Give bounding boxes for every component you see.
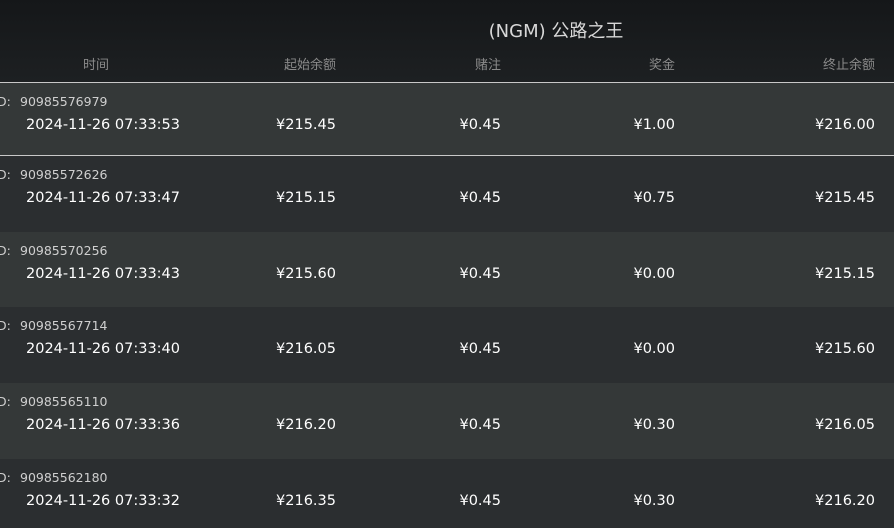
cell: ¥0.75 bbox=[633, 190, 675, 206]
cell: ¥215.15 bbox=[276, 190, 336, 206]
round-id: 90985562180 bbox=[20, 470, 108, 485]
table-row[interactable]: D: 90985576979 2024-11-26 07:33:53 ¥215.45 ¥… bbox=[0, 83, 894, 156]
round-id: 90985567714 bbox=[20, 318, 108, 333]
cell: ¥0.30 bbox=[633, 493, 675, 509]
id-label: D: bbox=[0, 470, 11, 485]
cell: ¥0.45 bbox=[459, 266, 501, 282]
cell: 2024-11-26 07:33:47 bbox=[26, 190, 180, 206]
column-header: 起始余额 bbox=[283, 58, 336, 73]
cell: 2024-11-26 07:33:43 bbox=[26, 266, 180, 282]
cell: ¥215.60 bbox=[276, 266, 336, 282]
cell: ¥215.60 bbox=[815, 341, 875, 357]
id-label: D: bbox=[0, 94, 11, 109]
cell: ¥215.45 bbox=[276, 117, 336, 133]
table-row[interactable]: D: 90985567714 2024-11-26 07:33:40 ¥216.05 ¥… bbox=[0, 307, 894, 383]
cell: ¥0.45 bbox=[459, 493, 501, 509]
cell: ¥215.15 bbox=[815, 266, 875, 282]
cell: ¥0.30 bbox=[633, 417, 675, 433]
cell: ¥216.05 bbox=[276, 341, 336, 357]
cell: ¥1.00 bbox=[633, 117, 675, 133]
cell: ¥0.45 bbox=[459, 117, 501, 133]
id-label: D: bbox=[0, 318, 11, 333]
round-id: 90985565110 bbox=[20, 394, 108, 409]
cell: ¥0.45 bbox=[459, 190, 501, 206]
table-row[interactable]: D: 90985562180 2024-11-26 07:33:32 ¥216.35 ¥… bbox=[0, 459, 894, 528]
cell: ¥0.45 bbox=[459, 341, 501, 357]
round-id: 90985572626 bbox=[20, 167, 108, 182]
cell: 2024-11-26 07:33:40 bbox=[26, 341, 180, 357]
cell: ¥216.35 bbox=[276, 493, 336, 509]
cell: ¥0.00 bbox=[633, 341, 675, 357]
column-header: 时间 bbox=[82, 58, 109, 73]
table-row[interactable]: D: 90985570256 2024-11-26 07:33:43 ¥215.60 ¥… bbox=[0, 232, 894, 307]
column-header: 赌注 bbox=[474, 58, 501, 73]
table-row[interactable]: D: 90985565110 2024-11-26 07:33:36 ¥216.20 ¥… bbox=[0, 383, 894, 459]
cell: ¥0.00 bbox=[633, 266, 675, 282]
round-id: 90985576979 bbox=[20, 94, 108, 109]
cell: ¥216.20 bbox=[276, 417, 336, 433]
id-label: D: bbox=[0, 243, 11, 258]
column-header: 终止余额 bbox=[822, 58, 875, 73]
id-label: D: bbox=[0, 167, 11, 182]
title: (NGM) 公路之王 bbox=[488, 21, 624, 42]
column-header: 奖金 bbox=[648, 58, 675, 73]
header-bar: (NGM) 公路之王 时间 起始余额 赌注 奖金 终止余额 bbox=[0, 0, 894, 83]
round-id: 90985570256 bbox=[20, 243, 108, 258]
cell: ¥0.45 bbox=[459, 417, 501, 433]
cell: ¥216.00 bbox=[815, 117, 875, 133]
cell: 2024-11-26 07:33:53 bbox=[26, 117, 180, 133]
id-label: D: bbox=[0, 394, 11, 409]
cell: ¥215.45 bbox=[815, 190, 875, 206]
cell: ¥216.05 bbox=[815, 417, 875, 433]
table-row[interactable]: D: 90985572626 2024-11-26 07:33:47 ¥215.15 ¥… bbox=[0, 156, 894, 232]
cell: 2024-11-26 07:33:32 bbox=[26, 493, 180, 509]
cell: 2024-11-26 07:33:36 bbox=[26, 417, 180, 433]
cell: ¥216.20 bbox=[815, 493, 875, 509]
